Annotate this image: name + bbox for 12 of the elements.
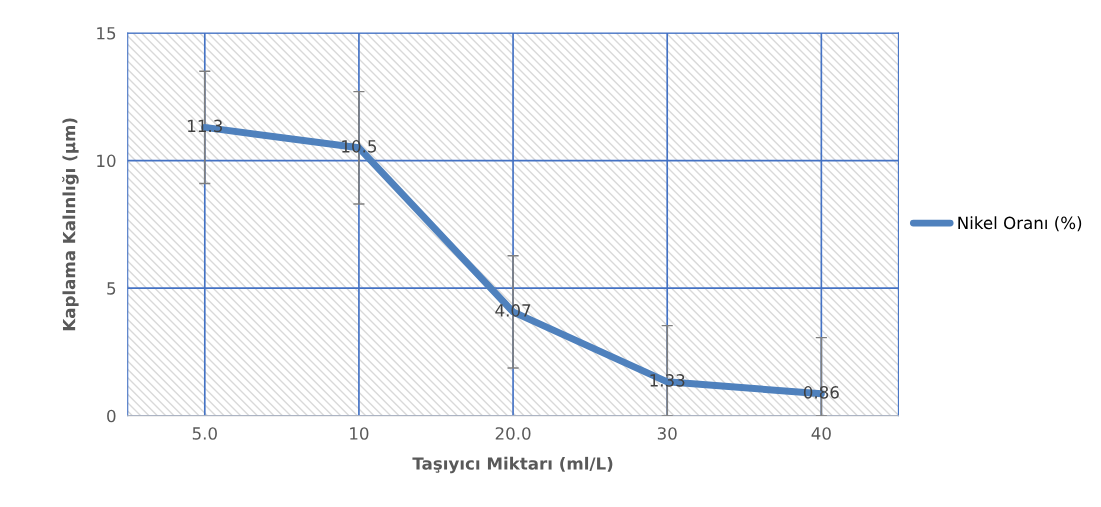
- x-tick-label: 40: [811, 427, 831, 440]
- y-tick-label: 15: [97, 27, 116, 40]
- x-tick-label: 10: [350, 427, 369, 440]
- y-tick-label: 5: [107, 282, 116, 295]
- x-tick-label: 30: [657, 427, 677, 440]
- y-tick-label: 0: [107, 409, 116, 423]
- y-tick-label: 10: [97, 154, 116, 168]
- legend-label: Nikel Oranı (%): [958, 216, 1082, 232]
- x-tick-label: 20.0: [495, 427, 531, 440]
- x-tick-label: 5.0: [192, 427, 217, 440]
- y-axis-title: Kaplama Kalınlığı (µm): [62, 118, 79, 331]
- x-axis-title: Taşıyıcı Miktarı (ml/L): [412, 456, 613, 474]
